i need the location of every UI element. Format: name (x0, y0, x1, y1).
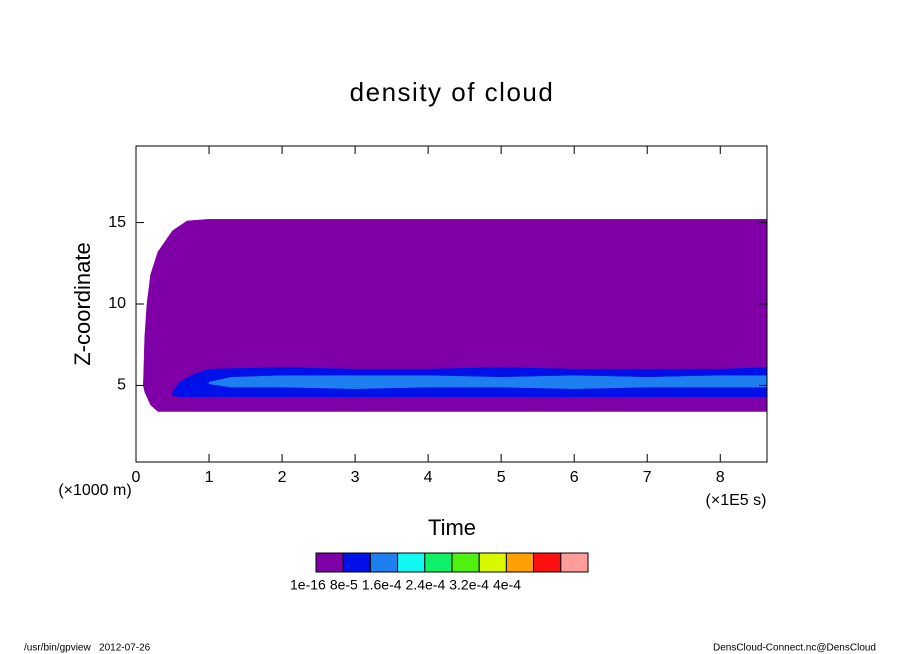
x-axis-label: Time (428, 515, 476, 540)
x-tick-label: 1 (205, 469, 214, 486)
chart-title: density of cloud (350, 77, 555, 107)
footer-left: /usr/bin/gpview 2012-07-26 (24, 643, 151, 654)
x-tick-label: 2 (278, 469, 287, 486)
colorbar-box (560, 552, 589, 573)
colorbar-box (505, 552, 535, 573)
y-axis-label: Z-coordinate (70, 242, 95, 366)
colorbar-box (478, 552, 507, 573)
x-tick-label: 0 (132, 469, 141, 486)
x-tick-label: 3 (351, 469, 360, 486)
colorbar-box (315, 552, 344, 573)
colorbar-label: 3.2e-4 (449, 577, 489, 593)
x-tick-label: 8 (716, 469, 725, 486)
colorbar-box (451, 552, 480, 573)
x-tick-label: 5 (497, 469, 506, 486)
colorbar-box (397, 552, 426, 573)
y-tick-label: 15 (108, 214, 126, 231)
x-tick-label: 7 (643, 469, 652, 486)
x-unit: (×1E5 s) (706, 492, 767, 509)
colorbar-label: 2.4e-4 (406, 577, 446, 593)
y-unit: (×1000 m) (58, 482, 131, 499)
footer-right: DensCloud-Connect.nc@DensCloud (713, 643, 876, 654)
x-tick-label: 4 (424, 469, 433, 486)
colorbar-label: 1.6e-4 (362, 577, 402, 593)
colorbar-box (369, 552, 399, 573)
x-tick-label: 6 (570, 469, 579, 486)
colorbar-box (342, 552, 371, 573)
contour-region (208, 375, 768, 389)
colorbar-label: 4e-4 (493, 577, 521, 593)
colorbar-label: 8e-5 (330, 577, 358, 593)
colorbar-box (533, 552, 562, 573)
y-tick-label: 5 (117, 377, 126, 394)
y-tick-label: 10 (108, 295, 126, 312)
colorbar-label: 1e-16 (290, 577, 326, 593)
colorbar-box (424, 552, 453, 573)
